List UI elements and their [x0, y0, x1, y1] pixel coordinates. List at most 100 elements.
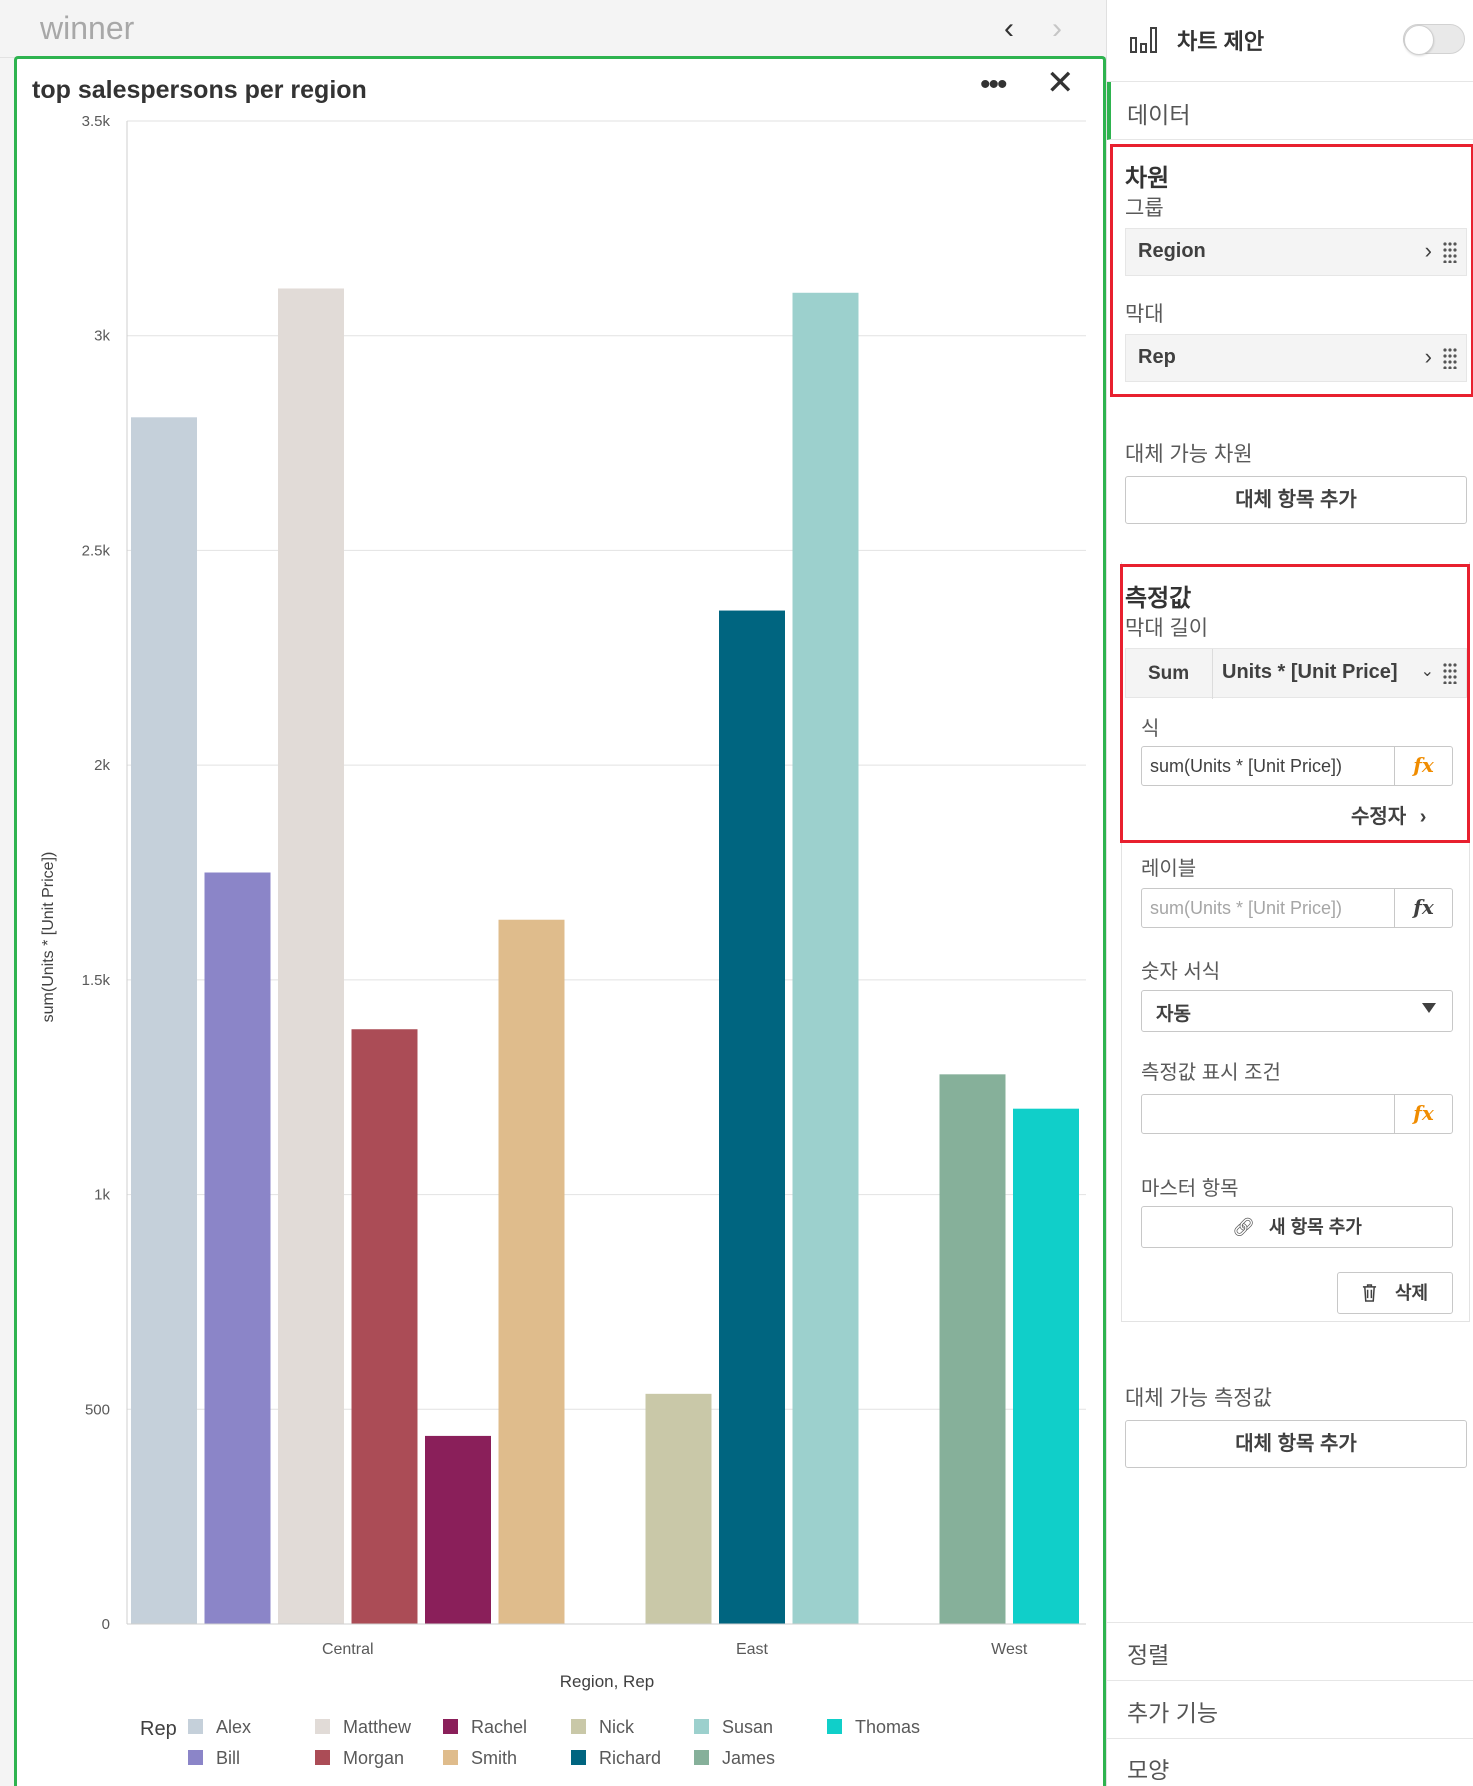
y-axis-title: sum(Units * [Unit Price]) [40, 852, 57, 1023]
master-item-label: 마스터 항목 [1141, 1178, 1239, 1200]
label-field-label: 레이블 [1141, 858, 1197, 880]
legend-item-matthew[interactable]: Matthew [343, 1717, 412, 1737]
bar-rachel[interactable] [425, 1435, 491, 1624]
drag-handle-icon[interactable] [1442, 241, 1458, 263]
close-chart-button[interactable]: ✕ [1046, 64, 1075, 102]
bar-chart-icon [1130, 27, 1157, 53]
previous-sheet-button[interactable]: ‹ [1004, 12, 1014, 45]
y-tick-label: 1k [94, 1187, 110, 1204]
legend-item-smith[interactable]: Smith [471, 1748, 517, 1768]
legend-item-nick[interactable]: Nick [599, 1717, 635, 1737]
dimension-region-field[interactable]: Region › [1125, 228, 1467, 276]
dropdown-arrow-icon [1422, 1003, 1436, 1013]
legend-item-thomas[interactable]: Thomas [855, 1717, 920, 1737]
chevron-down-icon: ⌄ [1420, 663, 1434, 680]
bar-richard[interactable] [719, 610, 785, 1624]
bar-label: 막대 [1125, 303, 1164, 326]
bar-bill[interactable] [204, 872, 271, 1625]
bar-alex[interactable] [131, 417, 197, 1625]
trash-icon [1362, 1284, 1376, 1302]
measure-field[interactable]: Sum Units * [Unit Price] ⌄ [1125, 648, 1467, 699]
chart-suggestions-header: 차트 제안 [1107, 0, 1473, 82]
delete-measure-button[interactable]: 삭제 [1337, 1272, 1453, 1314]
x-tick-label: West [991, 1641, 1028, 1658]
y-tick-label: 3k [94, 328, 110, 345]
toggle-knob [1404, 25, 1434, 55]
appearance-section[interactable]: 모양 [1127, 1757, 1170, 1783]
drag-handle-icon[interactable] [1442, 347, 1458, 369]
field-separator [1212, 649, 1213, 699]
legend-item-susan[interactable]: Susan [722, 1717, 773, 1737]
data-section-header[interactable]: 데이터 [1107, 82, 1473, 140]
legend-swatch [188, 1719, 203, 1734]
alt-dimensions-title: 대체 가능 차원 [1125, 443, 1253, 466]
legend-swatch [694, 1719, 709, 1734]
legend-item-james[interactable]: James [722, 1748, 775, 1768]
condition-expression-icon[interactable]: fx [1394, 1095, 1452, 1133]
label-placeholder: sum(Units * [Unit Price]) [1150, 898, 1343, 918]
group-label: 그룹 [1125, 197, 1164, 220]
divider [1107, 1680, 1473, 1681]
dimension-region-label: Region [1138, 240, 1206, 262]
bar-susan[interactable] [792, 292, 859, 1624]
measure-field-label: Units * [Unit Price] [1222, 661, 1398, 683]
add-new-master-item-button[interactable]: 🔗︎ 새 항목 추가 [1141, 1206, 1453, 1248]
bar-thomas[interactable] [1013, 1108, 1079, 1624]
label-input[interactable]: sum(Units * [Unit Price]) fx [1141, 888, 1453, 928]
bar-nick[interactable] [645, 1393, 712, 1624]
legend-swatch [694, 1750, 709, 1765]
legend-swatch [443, 1719, 458, 1734]
measure-card [1121, 562, 1470, 1322]
modifier-label: 수정자 [1351, 806, 1407, 828]
bar-morgan[interactable] [351, 1029, 418, 1624]
add-alt-dimension-button[interactable]: 대체 항목 추가 [1125, 476, 1467, 524]
more-options-button[interactable]: ••• [980, 68, 1007, 101]
x-axis-title: Region, Rep [560, 1672, 655, 1691]
legend-swatch [571, 1719, 586, 1734]
expression-input[interactable]: sum(Units * [Unit Price]) fx [1141, 746, 1453, 786]
measure-aggregation: Sum [1148, 663, 1190, 684]
legend-item-morgan[interactable]: Morgan [343, 1748, 404, 1768]
divider [1107, 1622, 1473, 1623]
chart-suggestions-label: 차트 제안 [1177, 29, 1265, 54]
x-tick-label: East [736, 1641, 769, 1658]
sheet-title-bar: winner ‹ › [0, 0, 1106, 58]
legend-swatch [571, 1750, 586, 1765]
legend-swatch [443, 1750, 458, 1765]
left-rail [0, 58, 14, 1786]
addons-section[interactable]: 추가 기능 [1127, 1700, 1219, 1726]
add-alt-measure-button[interactable]: 대체 항목 추가 [1125, 1420, 1467, 1468]
modifier-link[interactable]: 수정자 › [1351, 800, 1426, 829]
legend-title: Rep [140, 1718, 177, 1740]
dimensions-highlight [1110, 144, 1473, 397]
legend-item-rachel[interactable]: Rachel [471, 1717, 527, 1737]
divider [1107, 1738, 1473, 1739]
measures-highlight [1120, 564, 1470, 843]
number-format-label: 숫자 서식 [1141, 961, 1221, 983]
legend-item-bill[interactable]: Bill [216, 1748, 240, 1768]
y-tick-label: 3.5k [82, 113, 111, 130]
legend-swatch [315, 1750, 330, 1765]
next-sheet-button[interactable]: › [1052, 12, 1062, 45]
chevron-right-icon: › [1424, 238, 1432, 263]
bar-smith[interactable] [498, 919, 565, 1624]
data-section-label: 데이터 [1127, 102, 1191, 128]
chevron-right-icon: › [1419, 806, 1427, 828]
show-condition-input[interactable]: fx [1141, 1094, 1453, 1134]
number-format-select[interactable]: 자동 [1141, 990, 1453, 1032]
bar-james[interactable] [939, 1074, 1006, 1624]
bar-matthew[interactable] [278, 288, 344, 1624]
dimension-rep-field[interactable]: Rep › [1125, 334, 1467, 382]
sort-section[interactable]: 정렬 [1127, 1642, 1170, 1668]
drag-handle-icon[interactable] [1442, 662, 1458, 684]
legend-item-richard[interactable]: Richard [599, 1748, 661, 1768]
delete-label: 삭제 [1394, 1283, 1429, 1303]
chart-suggestions-toggle[interactable] [1403, 24, 1465, 55]
dimension-rep-label: Rep [1138, 346, 1176, 368]
legend-swatch [188, 1750, 203, 1765]
label-expression-icon[interactable]: fx [1394, 889, 1452, 927]
legend-item-alex[interactable]: Alex [216, 1717, 251, 1737]
y-tick-label: 2.5k [82, 542, 111, 559]
expression-editor-icon[interactable]: fx [1394, 747, 1452, 785]
